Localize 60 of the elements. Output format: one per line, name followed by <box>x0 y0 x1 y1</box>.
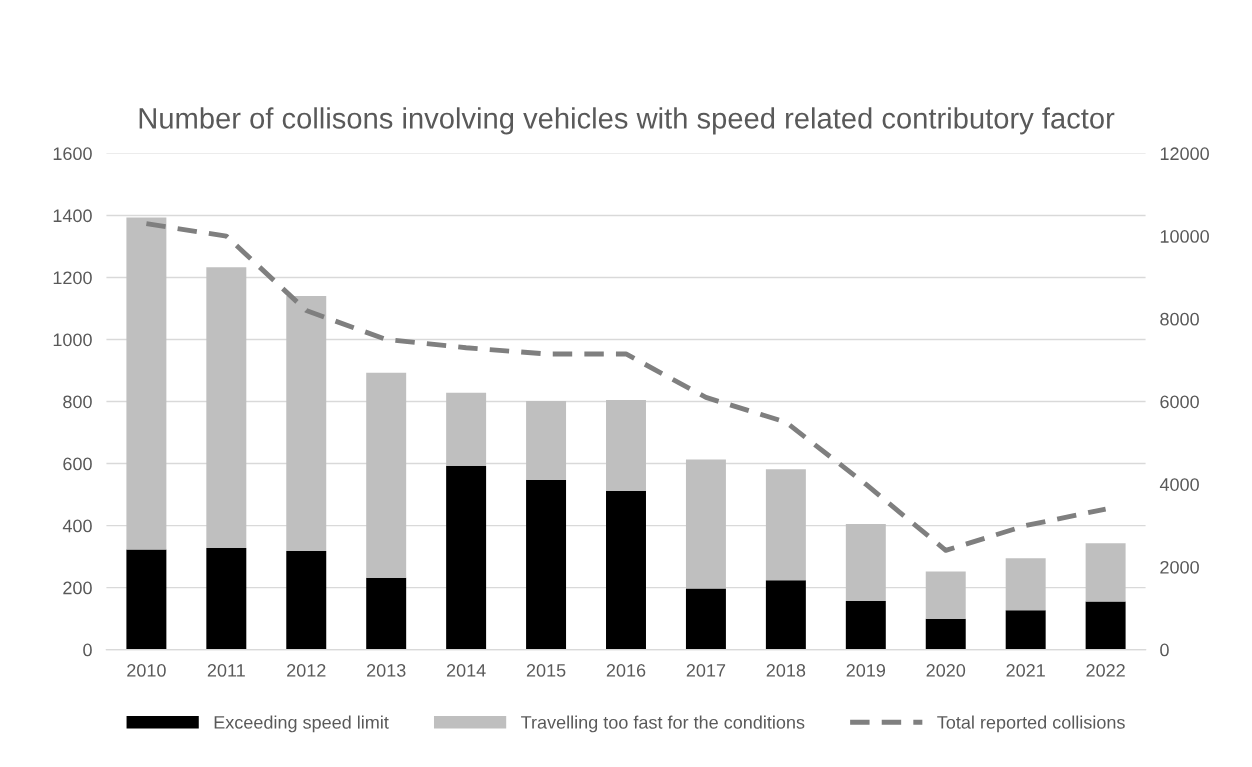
bar <box>1085 543 1126 602</box>
bar <box>925 618 966 650</box>
y2-tick-label: 8000 <box>1160 312 1199 326</box>
x-tick-label: 2019 <box>846 664 886 677</box>
x-tick-label: 2017 <box>686 664 726 677</box>
bar <box>765 580 806 650</box>
bar <box>286 296 327 552</box>
bar <box>685 588 726 650</box>
bar <box>286 551 327 650</box>
x-tick-label: 2010 <box>127 664 166 677</box>
x-tick-label: 2012 <box>287 664 326 677</box>
y-tick-label: 1600 <box>53 147 92 161</box>
y-tick-label: 800 <box>63 395 92 409</box>
y-tick-label: 400 <box>62 519 92 533</box>
bar <box>446 465 487 650</box>
bar <box>606 399 646 491</box>
bar <box>526 400 567 480</box>
bar <box>446 392 487 466</box>
bar <box>845 600 886 650</box>
bar <box>126 217 167 550</box>
bar <box>206 267 247 548</box>
y-tick-label: 1400 <box>53 209 92 223</box>
bar <box>845 524 886 601</box>
x-tick-label: 2011 <box>207 664 245 677</box>
bar <box>765 469 806 581</box>
bar <box>526 479 567 650</box>
y-tick-label: 1200 <box>53 271 92 285</box>
y-tick-label: 200 <box>63 581 92 595</box>
y2-tick-label: 10000 <box>1160 230 1209 243</box>
x-tick-label: 2018 <box>766 664 806 677</box>
bar <box>1005 558 1046 611</box>
x-tick-label: 2014 <box>446 664 486 677</box>
bar <box>1085 601 1126 650</box>
legend-label: Exceeding speed limit <box>214 715 389 733</box>
legend-label: Total reported collisions <box>937 715 1125 733</box>
x-tick-label: 2013 <box>367 664 406 677</box>
legend-label: Travelling too fast for the conditions <box>521 715 805 733</box>
y-tick-label: 600 <box>63 457 92 471</box>
bar <box>925 571 966 619</box>
line-series <box>143 221 1109 553</box>
y-tick-label: 1000 <box>53 333 92 347</box>
bar <box>366 372 407 578</box>
y2-tick-label: 0 <box>1160 643 1169 657</box>
x-tick-label: 2020 <box>926 664 966 677</box>
x-tick-label: 2021 <box>1006 664 1045 677</box>
y2-tick-label: 12000 <box>1160 147 1209 161</box>
y2-tick-label: 2000 <box>1160 560 1199 574</box>
bar <box>1005 610 1046 650</box>
chart-title: Number of collisons involving vehicles with speed related contributory factor <box>139 107 1115 135</box>
x-tick-label: 2015 <box>526 664 566 677</box>
y2-tick-label: 6000 <box>1160 395 1199 409</box>
y-tick-label: 0 <box>83 643 92 657</box>
bar <box>206 547 247 650</box>
y2-tick-label: 4000 <box>1159 478 1199 491</box>
bar <box>126 549 167 650</box>
x-tick-label: 2016 <box>606 664 646 677</box>
bar <box>606 490 646 650</box>
bar <box>366 577 407 650</box>
bar <box>685 459 726 589</box>
x-tick-label: 2022 <box>1086 664 1125 677</box>
